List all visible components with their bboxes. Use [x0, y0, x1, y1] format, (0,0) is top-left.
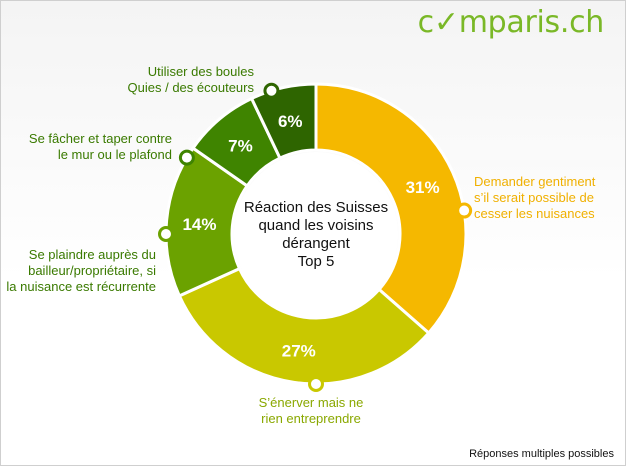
callout-dot: [308, 376, 324, 392]
callout-slice-2: S’énerver mais ne rien entreprendre: [248, 395, 374, 427]
callout-line: S’énerver mais ne: [258, 395, 364, 410]
callout-slice-4: Se fâcher et taper contre le mur ou le p…: [10, 131, 172, 163]
slice-value-label: 6%: [278, 112, 303, 131]
slice-value-label: 27%: [282, 342, 316, 361]
callout-dot: [456, 202, 473, 219]
center-title-line: dérangent: [282, 235, 350, 252]
footnote: Réponses multiples possibles: [469, 448, 614, 460]
callout-line: Demander gentiment: [474, 174, 596, 189]
donut-center: [234, 152, 398, 316]
callout-line: le mur ou le plafond: [57, 147, 172, 162]
callout-line: rien entreprendre: [261, 411, 361, 426]
checkmark-icon: ✓: [433, 5, 459, 40]
callout-slice-5: Utiliser des boules Quies / des écouteur…: [90, 64, 254, 96]
callout-line: bailleur/propriétaire, si: [28, 263, 156, 278]
callout-dot: [158, 226, 174, 242]
callout-slice-3: Se plaindre auprès du bailleur/propriéta…: [4, 247, 156, 295]
brand-logo: c✓mparis.ch: [417, 5, 605, 40]
callout-line: Quies / des écouteurs: [127, 80, 254, 95]
donut-slice: [314, 82, 468, 336]
brand-prefix: c: [417, 5, 435, 40]
callout-line: la nuisance est récurrente: [6, 279, 156, 294]
callout-line: Utiliser des boules: [147, 64, 254, 79]
center-title-line: Top 5: [298, 253, 335, 270]
slice-value-label: 14%: [182, 215, 216, 234]
callout-line: cesser les nuisances: [474, 206, 595, 221]
callout-line: s’il serait possible de: [474, 190, 594, 205]
callout-slice-1: Demander gentiment s’il serait possible …: [474, 174, 595, 222]
slice-value-label: 7%: [228, 137, 253, 156]
callout-line: Se fâcher et taper contre: [28, 131, 172, 146]
brand-suffix: mparis.ch: [458, 5, 605, 40]
center-title-line: Réaction des Suisses: [244, 199, 388, 216]
callout-dot: [263, 82, 280, 99]
donut-slice: [177, 266, 431, 386]
slice-value-label: 31%: [406, 178, 440, 197]
callout-dot: [178, 149, 195, 166]
callout-line: Se plaindre auprès du: [28, 247, 156, 262]
center-title-line: quand les voisins: [258, 217, 373, 234]
